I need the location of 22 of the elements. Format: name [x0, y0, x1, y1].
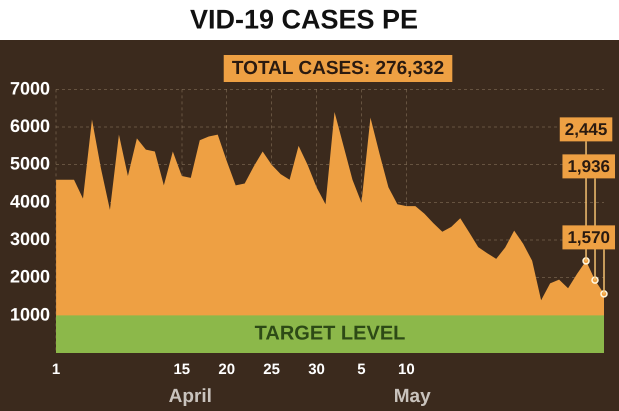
- y-tick-label: 5000: [10, 154, 50, 174]
- text: TOTAL CASES: 276,332: [232, 58, 444, 80]
- text: April: [168, 386, 212, 408]
- x-tick-label: 25: [263, 361, 280, 378]
- x-tick-label: 5: [357, 361, 366, 378]
- data-label: 1,570: [567, 228, 610, 248]
- text: May: [394, 386, 432, 408]
- y-tick-label: 7000: [10, 78, 50, 98]
- y-tick-label: 4000: [10, 191, 50, 212]
- x-tick-label: 1: [52, 361, 60, 378]
- x-tick-label: 30: [308, 361, 325, 378]
- data-label: 2,445: [564, 120, 608, 140]
- chart-title: VID-19 CASES PE: [190, 4, 418, 35]
- y-tick-label: 2000: [10, 266, 50, 287]
- x-tick-label: 15: [173, 361, 190, 378]
- x-tick-label: 10: [398, 361, 415, 378]
- y-tick-label: 1000: [10, 304, 50, 324]
- data-label: 1,936: [567, 157, 610, 176]
- y-tick-label: 3000: [10, 228, 50, 249]
- y-tick-label: 6000: [10, 116, 50, 136]
- band-label: TARGET LEVEL: [254, 322, 406, 345]
- x-tick-label: 20: [218, 361, 236, 378]
